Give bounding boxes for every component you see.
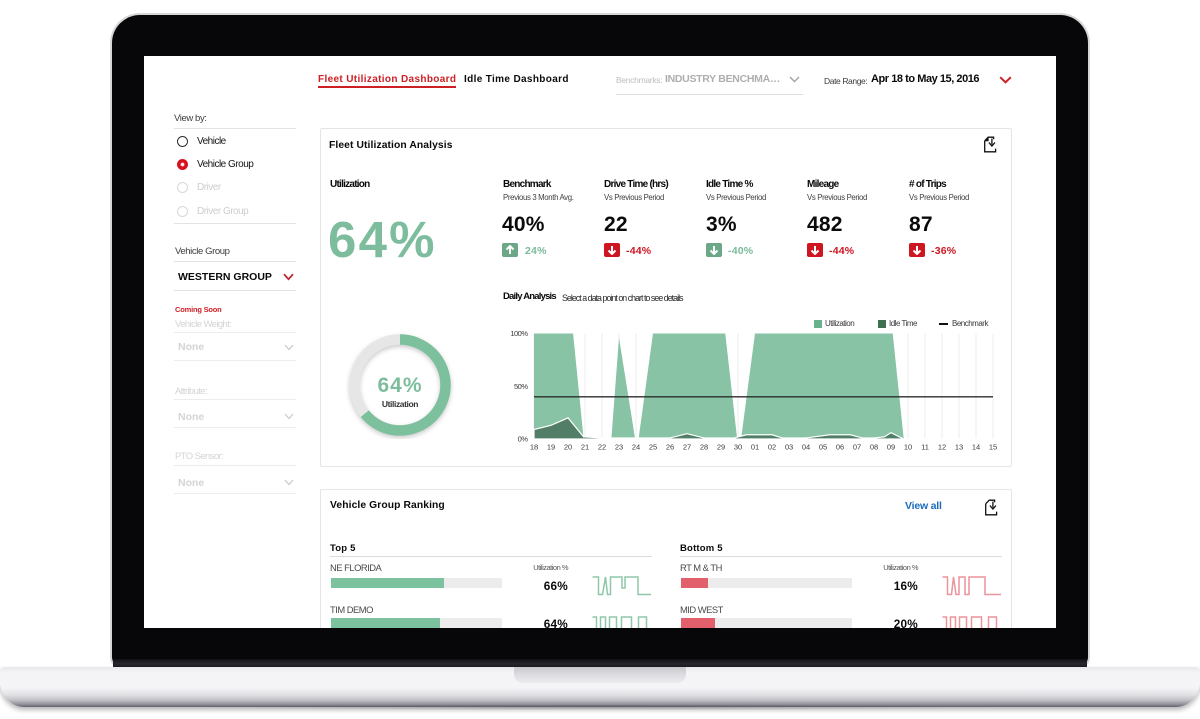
svg-text:18: 18 [530,443,538,452]
svg-text:08: 08 [870,443,878,452]
svg-text:02: 02 [768,443,776,452]
svg-text:12: 12 [938,443,946,452]
svg-text:0%: 0% [518,435,529,444]
svg-text:11: 11 [921,443,929,452]
svg-text:24: 24 [632,443,640,452]
svg-text:04: 04 [802,443,810,452]
svg-text:09: 09 [887,443,895,452]
svg-text:06: 06 [836,443,844,452]
svg-text:19: 19 [547,443,555,452]
svg-text:25: 25 [649,443,657,452]
svg-text:22: 22 [598,443,606,452]
svg-text:50%: 50% [514,382,528,391]
svg-text:15: 15 [989,443,997,452]
svg-text:30: 30 [734,443,742,452]
svg-text:10: 10 [904,443,912,452]
svg-text:64%: 64% [377,374,422,397]
svg-text:26: 26 [666,443,674,452]
svg-text:27: 27 [683,443,691,452]
svg-text:03: 03 [785,443,793,452]
svg-text:07: 07 [853,443,861,452]
svg-text:23: 23 [615,443,623,452]
svg-text:05: 05 [819,443,827,452]
svg-text:100%: 100% [510,329,528,338]
svg-text:01: 01 [751,443,759,452]
svg-text:21: 21 [581,443,589,452]
svg-text:13: 13 [955,443,963,452]
svg-text:14: 14 [972,443,980,452]
svg-text:29: 29 [717,443,725,452]
svg-text:20: 20 [564,443,572,452]
svg-text:Utilization: Utilization [382,399,418,409]
svg-text:28: 28 [700,443,708,452]
